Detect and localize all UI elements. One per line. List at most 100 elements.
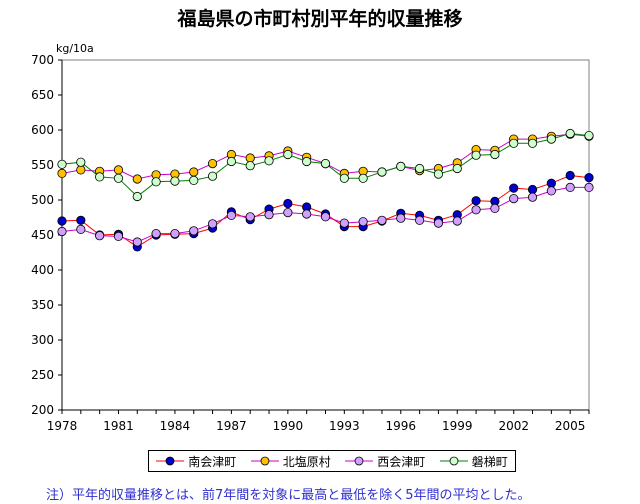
data-point (471, 150, 481, 160)
data-point (76, 157, 86, 167)
data-point (264, 156, 274, 166)
data-point (471, 196, 481, 206)
x-tick-label: 2005 (555, 419, 586, 433)
x-tick-label: 1987 (216, 419, 247, 433)
data-point (527, 192, 538, 202)
data-point (490, 149, 500, 160)
data-point (132, 191, 142, 202)
data-point (245, 161, 255, 171)
data-point (226, 210, 236, 220)
footnote: 注）平年的収量推移とは、前7年間を対象に最高と最低を除く5年間の平均とした。 (46, 488, 531, 503)
data-point (584, 173, 594, 183)
y-tick-label: 600 (31, 123, 54, 137)
x-tick-label: 1990 (273, 419, 304, 433)
series-layer (57, 128, 594, 252)
plot-area (61, 59, 590, 411)
data-point (245, 153, 255, 163)
data-point (320, 159, 331, 169)
data-point (302, 156, 312, 167)
data-point (509, 183, 519, 193)
data-point (433, 218, 444, 228)
legend-swatch (345, 456, 374, 466)
data-point (57, 216, 67, 226)
y-tick-label: 500 (31, 193, 54, 207)
y-tick-label: 650 (31, 88, 54, 102)
x-tick-label: 2002 (498, 419, 529, 433)
legend-label: 西会津町 (377, 454, 426, 469)
data-point (584, 131, 594, 141)
data-point (377, 167, 387, 177)
data-point (358, 217, 368, 227)
data-point (170, 229, 180, 239)
data-point (95, 231, 105, 241)
data-point (509, 194, 519, 204)
y-tick-label: 450 (31, 228, 54, 242)
data-point (57, 159, 67, 169)
data-point (546, 178, 556, 188)
data-point (207, 171, 218, 181)
data-point (527, 184, 538, 195)
data-point (226, 156, 236, 167)
data-point (207, 159, 218, 169)
data-point (170, 176, 180, 186)
data-point (396, 213, 406, 223)
series-3 (57, 182, 594, 247)
data-point (189, 167, 199, 177)
data-point (283, 208, 293, 218)
data-point (546, 186, 556, 196)
legend-label: 磐梯町 (471, 454, 508, 469)
line-chart: 200 250 300 350 400 450 500 550 600 650 700 1978 198… (31, 42, 594, 433)
data-point (490, 203, 500, 213)
data-point (565, 182, 575, 192)
data-point (76, 224, 86, 234)
data-point (302, 209, 312, 219)
data-point (339, 218, 349, 228)
data-point (584, 182, 594, 192)
data-point (527, 138, 538, 148)
data-point (57, 168, 67, 178)
data-point (151, 229, 161, 239)
axes: 200 250 300 350 400 450 500 550 600 650 700 1978 198… (31, 42, 590, 433)
data-point (565, 170, 575, 181)
data-point (76, 165, 86, 175)
x-tick-label: 1984 (160, 419, 191, 433)
legend-label: 北塩原村 (282, 454, 331, 469)
data-point (189, 175, 199, 185)
series-2 (57, 129, 594, 184)
data-point (452, 216, 462, 226)
data-point (189, 226, 199, 236)
data-point (415, 163, 425, 174)
legend-swatch (156, 456, 185, 466)
data-point (546, 134, 556, 144)
series-4 (57, 128, 594, 202)
data-point (339, 173, 349, 183)
data-point (415, 215, 425, 225)
data-point (207, 219, 218, 229)
x-tick-label: 1996 (386, 419, 417, 433)
x-tick-label: 1978 (47, 419, 78, 433)
data-point (57, 226, 67, 237)
data-point (76, 215, 86, 225)
y-tick-label: 350 (31, 298, 54, 312)
data-point (132, 237, 142, 247)
data-point (113, 231, 124, 241)
legend-item: 西会津町 (345, 453, 425, 470)
y-axis-label: kg/10a (56, 42, 94, 55)
data-point (264, 210, 274, 220)
legend-item: 磐梯町 (439, 453, 508, 470)
data-point (245, 212, 255, 222)
data-point (151, 177, 161, 187)
data-point (452, 163, 462, 174)
data-point (283, 149, 293, 160)
data-point (95, 172, 105, 182)
data-point (471, 205, 481, 215)
data-point (113, 165, 124, 175)
data-point (433, 169, 444, 179)
y-tick-label: 700 (31, 53, 54, 67)
data-point (396, 161, 406, 171)
data-point (113, 173, 124, 183)
y-tick-label: 200 (31, 403, 54, 417)
legend-swatch (250, 456, 279, 466)
data-point (509, 138, 519, 148)
data-point (283, 198, 293, 209)
